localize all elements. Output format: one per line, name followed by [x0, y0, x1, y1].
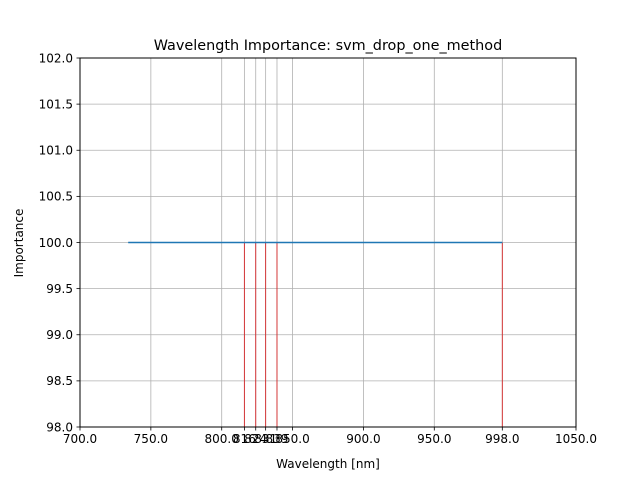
y-tick-label: 98.5 [46, 374, 73, 388]
x-tick-label: 839 [266, 432, 289, 446]
y-tick-label: 99.0 [46, 328, 73, 342]
y-tick-label: 100.5 [39, 190, 73, 204]
x-tick-label: 950.0 [417, 432, 451, 446]
marker-lines [243, 242, 503, 427]
y-axis-label: Importance [12, 209, 26, 278]
y-tick-label: 101.5 [39, 97, 73, 111]
x-tick-label: 824 [244, 432, 267, 446]
x-tick-label: 998.0 [485, 432, 519, 446]
x-tick-label: 900.0 [346, 432, 380, 446]
x-tick-label: 750.0 [134, 432, 168, 446]
y-tick-label: 102.0 [39, 51, 73, 65]
x-tick-label: 800.0 [205, 432, 239, 446]
x-tick-label: 1050.0 [555, 432, 597, 446]
x-tick-label: 831 [254, 432, 277, 446]
y-tick-label: 100.0 [39, 236, 73, 250]
x-axis: 700.0 750.0 800.0 850.0 900.0 950.0 998.0 1050.… [63, 427, 597, 446]
x-tick-label: 700.0 [63, 432, 97, 446]
x-axis-label: Wavelength [nm] [276, 457, 380, 471]
chart-title: Wavelength Importance: svm_drop_one_meth… [154, 38, 502, 54]
y-tick-label: 101.0 [39, 144, 73, 158]
x-tick-label: 850.0 [275, 432, 309, 446]
y-tick-label: 99.5 [46, 282, 73, 296]
x-tick-label: 816 [233, 432, 256, 446]
y-axis: 98.0 98.5 99.0 99.5 100.0 100.5 101.0 101.5 102.… [39, 51, 80, 434]
y-tick-label: 98.0 [46, 420, 73, 434]
